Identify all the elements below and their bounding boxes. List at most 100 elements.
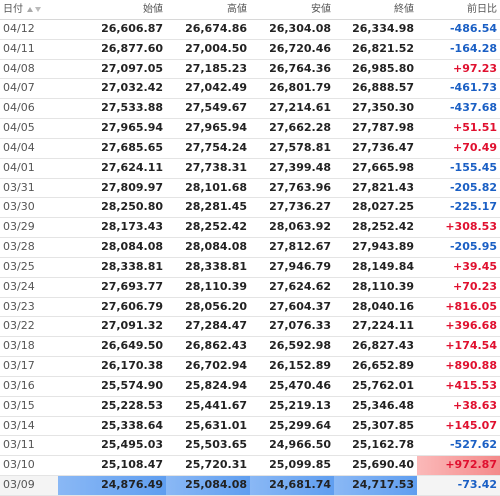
date-cell: 03/16: [3, 378, 35, 392]
price-cell: 28,338.81: [185, 259, 247, 273]
price-cell: 25,720.31: [185, 458, 247, 472]
header-text: 日付: [3, 4, 23, 15]
change-cell: +70.49: [452, 140, 497, 154]
price-cell: 27,821.43: [352, 180, 414, 194]
price-cell: 28,252.42: [352, 220, 414, 234]
price-cell: 25,690.40: [352, 458, 414, 472]
header-text: 安値: [311, 4, 331, 15]
change-cell: +39.45: [452, 259, 497, 273]
price-cell: 27,943.89: [352, 240, 414, 254]
price-cell: 26,764.36: [269, 61, 331, 75]
price-cell: 27,754.24: [185, 140, 247, 154]
price-cell: 28,149.84: [352, 259, 414, 273]
price-cell: 26,649.50: [101, 339, 163, 353]
price-cell: 28,027.25: [352, 200, 414, 214]
header-text: 終値: [394, 4, 414, 15]
date-cell: 03/15: [3, 398, 35, 412]
change-cell: +308.53: [445, 220, 497, 234]
date-cell: 03/30: [3, 200, 35, 214]
date-cell: 04/08: [3, 61, 35, 75]
date-cell: 03/29: [3, 220, 35, 234]
header-text: 前日比: [467, 4, 497, 15]
price-cell: 26,801.79: [269, 81, 331, 95]
price-cell: 26,334.98: [352, 22, 414, 35]
data-row: 03/31 27,809.97 28,101.68 27,763.96 27,821.4…: [0, 179, 500, 199]
price-cell: 28,040.16: [352, 299, 414, 313]
change-cell: +415.53: [445, 378, 497, 392]
date-cell: 04/05: [3, 121, 35, 135]
data-row: 04/08 27,097.05 27,185.23 26,764.36 26,985.8…: [0, 60, 500, 80]
price-cell: 28,110.39: [185, 279, 247, 293]
date-cell: 03/18: [3, 339, 35, 353]
price-cell: 28,281.45: [185, 200, 247, 214]
change-cell: +972.87: [417, 456, 500, 476]
data-row: 03/17 26,170.38 26,702.94 26,152.89 26,652.8…: [0, 357, 500, 377]
data-row: 03/22 27,091.32 27,284.47 27,076.33 27,224.1…: [0, 317, 500, 338]
change-cell: +70.23: [452, 279, 497, 293]
price-cell: 28,084.08: [101, 240, 163, 254]
price-cell: 27,736.47: [352, 140, 414, 154]
change-cell: +145.07: [445, 418, 497, 432]
date-cell: 03/22: [3, 319, 35, 333]
price-cell: 27,662.28: [269, 121, 331, 135]
price-cell: 25,346.48: [352, 398, 414, 412]
price-cell: 27,965.94: [185, 121, 247, 135]
change-cell: +51.51: [452, 121, 497, 135]
price-cell: 27,665.98: [352, 160, 414, 174]
price-cell: 28,056.20: [185, 299, 247, 313]
price-cell: 28,250.80: [101, 200, 163, 214]
price-cell: 24,681.74: [250, 476, 334, 495]
change-cell: -205.95: [449, 240, 497, 254]
price-cell: 27,763.96: [269, 180, 331, 194]
data-row: 04/06 27,533.88 27,549.67 27,214.61 27,350.3…: [0, 99, 500, 120]
date-cell: 04/11: [3, 41, 35, 55]
price-cell: 27,076.33: [269, 319, 331, 333]
header-cell[interactable]: 日付: [0, 0, 58, 19]
price-cell: 27,549.67: [185, 101, 247, 115]
header-cell: 安値: [250, 0, 334, 19]
price-cell: 25,307.85: [352, 418, 414, 432]
date-cell: 03/10: [3, 458, 35, 472]
price-cell: 26,152.89: [269, 359, 331, 373]
data-row: 04/01 27,624.11 27,738.31 27,399.48 27,665.9…: [0, 159, 500, 179]
date-cell: 03/24: [3, 279, 35, 293]
price-cell: 27,693.77: [101, 279, 163, 293]
data-row: 03/18 26,649.50 26,862.43 26,592.98 26,827.4…: [0, 337, 500, 358]
price-cell: 26,821.52: [352, 41, 414, 55]
date-cell: 04/04: [3, 140, 35, 154]
price-cell: 27,032.42: [101, 81, 163, 95]
change-cell: -527.62: [449, 438, 497, 452]
data-row: 04/04 27,685.65 27,754.24 27,578.81 27,736.4…: [0, 139, 500, 159]
change-cell: +97.23: [452, 61, 497, 75]
change-cell: -155.45: [449, 160, 497, 174]
price-cell: 28,110.39: [352, 279, 414, 293]
change-cell: -164.28: [449, 41, 497, 55]
price-cell: 26,877.60: [101, 41, 163, 55]
data-row: 03/25 28,338.81 28,338.81 27,946.79 28,149.8…: [0, 258, 500, 278]
header-text: 高値: [227, 4, 247, 15]
price-cell: 27,606.79: [101, 299, 163, 313]
price-cell: 26,985.80: [352, 61, 414, 75]
price-cell: 26,170.38: [101, 359, 163, 373]
price-cell: 27,350.30: [352, 101, 414, 115]
price-cell: 25,084.08: [166, 476, 250, 495]
sort-icon[interactable]: [26, 5, 42, 13]
price-cell: 27,097.05: [101, 61, 163, 75]
change-cell: -225.17: [449, 200, 497, 214]
price-cell: 27,214.61: [269, 101, 331, 115]
price-cell: 26,702.94: [185, 359, 247, 373]
price-cell: 25,228.53: [101, 398, 163, 412]
data-row: 03/11 25,495.03 25,503.65 24,966.50 25,162.7…: [0, 436, 500, 457]
date-cell: 04/06: [3, 101, 35, 115]
price-cell: 25,099.85: [269, 458, 331, 472]
price-cell: 24,876.49: [58, 476, 166, 495]
price-cell: 27,738.31: [185, 160, 247, 174]
change-cell: +816.05: [445, 299, 497, 313]
data-row: 04/12 26,606.87 26,674.86 26,304.08 26,334.9…: [0, 20, 500, 40]
price-cell: 27,965.94: [101, 121, 163, 135]
change-cell: +174.54: [445, 339, 497, 353]
price-cell: 27,004.50: [185, 41, 247, 55]
price-cell: 28,084.08: [185, 240, 247, 254]
price-cell: 25,503.65: [185, 438, 247, 452]
data-row: 03/30 28,250.80 28,281.45 27,736.27 28,027.2…: [0, 198, 500, 219]
